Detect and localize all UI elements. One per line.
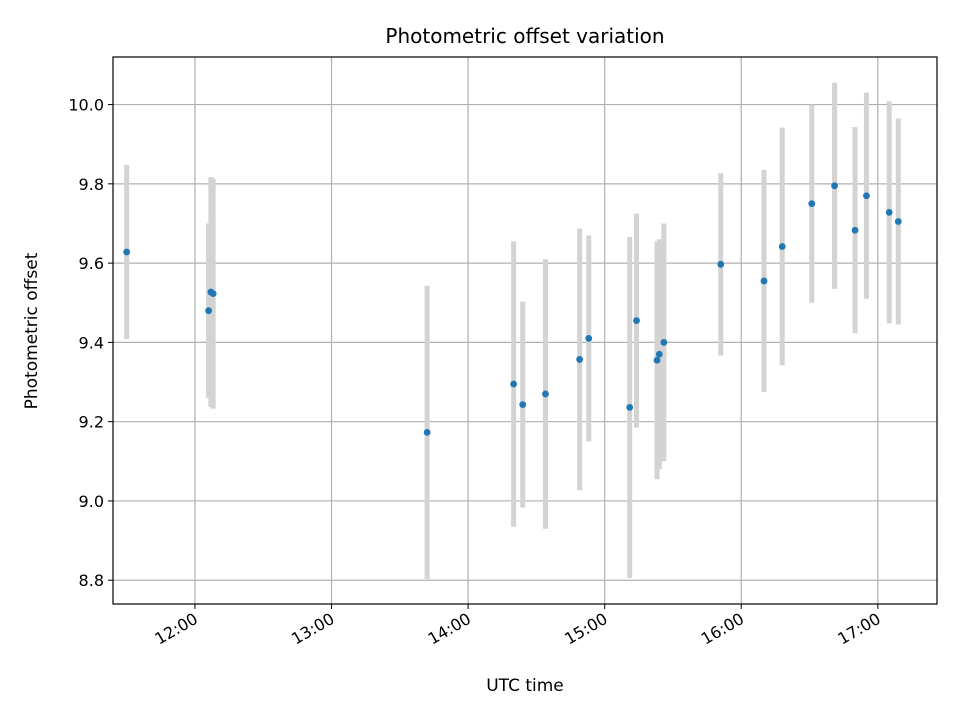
data-point	[653, 356, 661, 364]
plot-frame	[112, 56, 938, 605]
data-points	[123, 182, 902, 436]
y-tick-label: 10.0	[68, 96, 104, 115]
x-tick-label: 16:00	[698, 609, 747, 649]
data-point	[717, 260, 725, 268]
error-bars	[124, 82, 901, 580]
data-point	[885, 208, 893, 216]
x-axis: 12:00 13:00 14:00 15:00 16:00 17:00	[152, 604, 884, 649]
data-point	[863, 192, 870, 200]
chart-title: Photometric offset variation	[385, 24, 664, 48]
data-point	[778, 243, 786, 250]
y-tick-label: 8.8	[79, 571, 104, 590]
data-point	[760, 277, 768, 285]
data-point	[123, 248, 131, 256]
data-point	[894, 218, 902, 225]
data-point	[660, 338, 668, 346]
y-tick-label: 9.0	[79, 492, 104, 511]
y-axis: 8.8 9.0 9.2 9.4 9.6 9.8 10.0	[68, 96, 113, 590]
x-tick-label: 12:00	[152, 609, 201, 649]
x-axis-label: UTC time	[486, 676, 564, 696]
data-point	[626, 403, 634, 411]
data-point	[831, 182, 838, 190]
data-point	[209, 290, 217, 298]
y-tick-label: 9.6	[79, 254, 104, 273]
data-point	[851, 226, 859, 234]
x-tick-label: 15:00	[561, 609, 610, 649]
data-point	[576, 356, 584, 363]
data-point	[633, 317, 640, 324]
data-point	[655, 350, 663, 358]
x-tick-label: 17:00	[834, 609, 883, 649]
data-point	[519, 401, 527, 409]
data-point	[205, 307, 213, 315]
y-tick-label: 9.4	[79, 333, 104, 352]
data-point	[808, 200, 816, 208]
data-point	[542, 390, 549, 398]
y-tick-label: 9.2	[79, 413, 104, 432]
y-tick-label: 9.8	[79, 175, 104, 194]
y-axis-label: Photometric offset	[22, 252, 42, 409]
x-tick-label: 13:00	[288, 609, 337, 649]
x-tick-label: 14:00	[425, 609, 474, 649]
data-point	[510, 380, 518, 388]
data-point	[585, 335, 593, 342]
data-point	[423, 428, 431, 436]
